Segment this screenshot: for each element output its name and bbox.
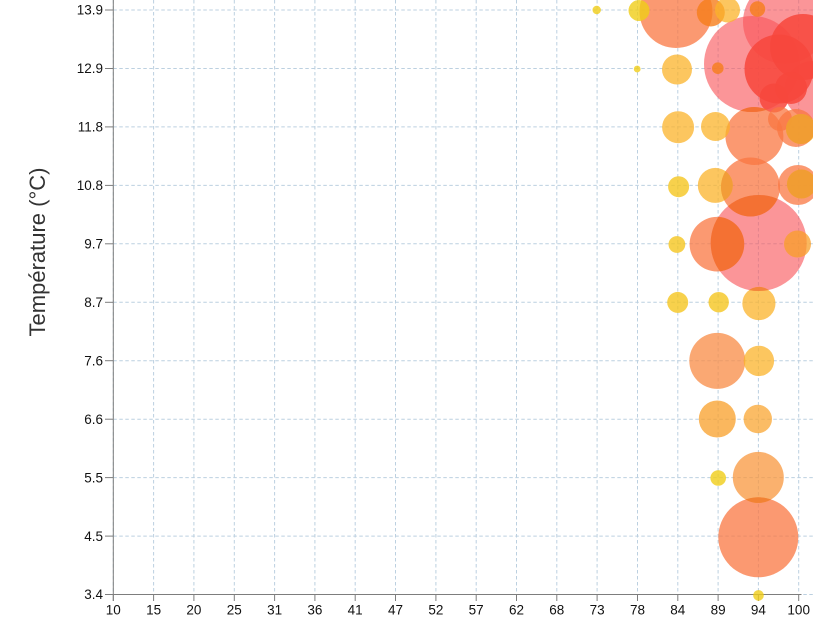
svg-text:36: 36 (307, 603, 322, 618)
svg-text:73: 73 (590, 603, 605, 618)
svg-text:25: 25 (227, 603, 242, 618)
svg-text:Température (°C): Température (°C) (25, 168, 50, 337)
svg-text:100: 100 (787, 603, 810, 618)
svg-text:84: 84 (670, 603, 686, 618)
svg-text:89: 89 (711, 603, 726, 618)
svg-text:12.9: 12.9 (77, 61, 103, 76)
svg-text:9.7: 9.7 (84, 237, 103, 252)
svg-text:10: 10 (106, 603, 121, 618)
svg-text:13.9: 13.9 (77, 3, 103, 18)
svg-text:5.5: 5.5 (84, 470, 103, 485)
svg-text:6.6: 6.6 (84, 412, 103, 427)
svg-text:15: 15 (146, 603, 161, 618)
svg-text:62: 62 (509, 603, 524, 618)
svg-text:57: 57 (469, 603, 484, 618)
svg-text:4.5: 4.5 (84, 529, 103, 544)
svg-text:8.7: 8.7 (84, 295, 103, 310)
svg-text:10.8: 10.8 (77, 178, 103, 193)
svg-text:94: 94 (751, 603, 767, 618)
svg-text:11.8: 11.8 (78, 120, 103, 135)
svg-text:20: 20 (186, 603, 201, 618)
svg-text:31: 31 (267, 603, 282, 618)
svg-text:41: 41 (348, 603, 363, 618)
svg-text:68: 68 (549, 603, 564, 618)
svg-text:78: 78 (630, 603, 645, 618)
svg-text:7.6: 7.6 (84, 353, 103, 368)
svg-text:3.4: 3.4 (84, 587, 103, 602)
svg-text:52: 52 (428, 603, 443, 618)
svg-text:47: 47 (388, 603, 403, 618)
